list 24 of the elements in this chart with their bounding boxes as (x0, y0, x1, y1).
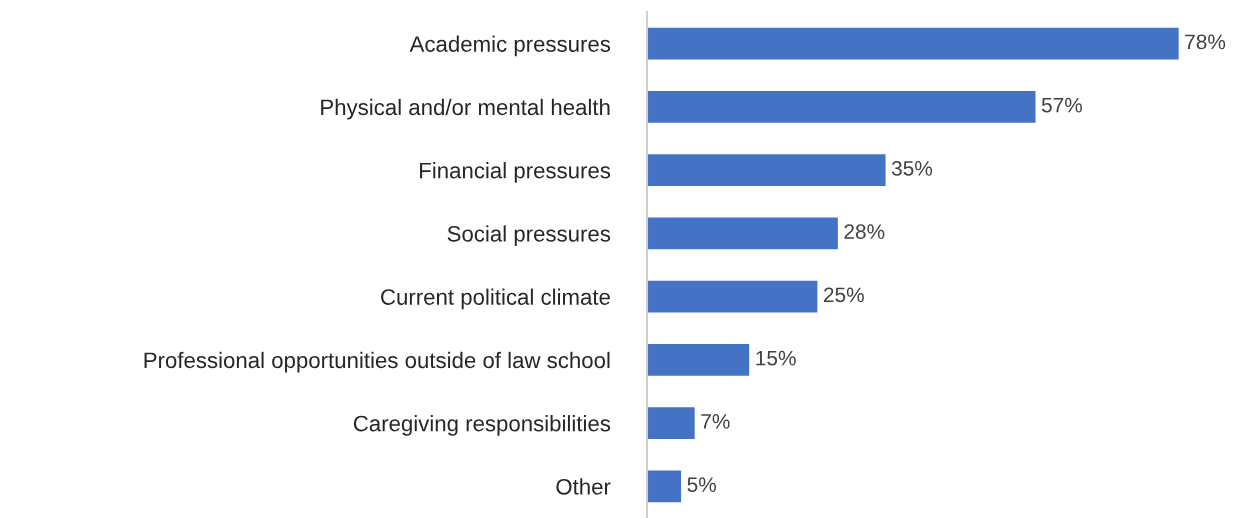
bar (647, 407, 695, 439)
data-label: 15% (756, 350, 796, 366)
data-label: 25% (824, 287, 864, 303)
data-label: 7% (701, 414, 730, 429)
data-label: 35% (891, 160, 933, 176)
y-tick-label: Other (556, 478, 611, 495)
bar (647, 280, 818, 313)
data-label: 28% (844, 224, 885, 239)
y-tick-label: Caregiving responsibilities (353, 415, 611, 436)
bar (647, 470, 682, 503)
data-label: 57% (1041, 97, 1083, 113)
bar (647, 217, 838, 250)
y-tick-label: Professional opportunities outside of law school (144, 351, 610, 373)
y-tick-label: Financial pressures (420, 162, 611, 183)
data-label: 78% (1185, 34, 1226, 50)
y-tick-label: Current political climate (381, 288, 610, 310)
bar (647, 344, 750, 376)
y-tick-label: Social pressures (447, 225, 611, 247)
bar (647, 154, 886, 186)
data-label: 5% (687, 477, 716, 492)
bar (647, 91, 1036, 123)
bar (647, 27, 1179, 60)
y-tick-label: Academic pressures (409, 35, 611, 57)
y-tick-label: Physical and/or mental health (321, 98, 610, 120)
